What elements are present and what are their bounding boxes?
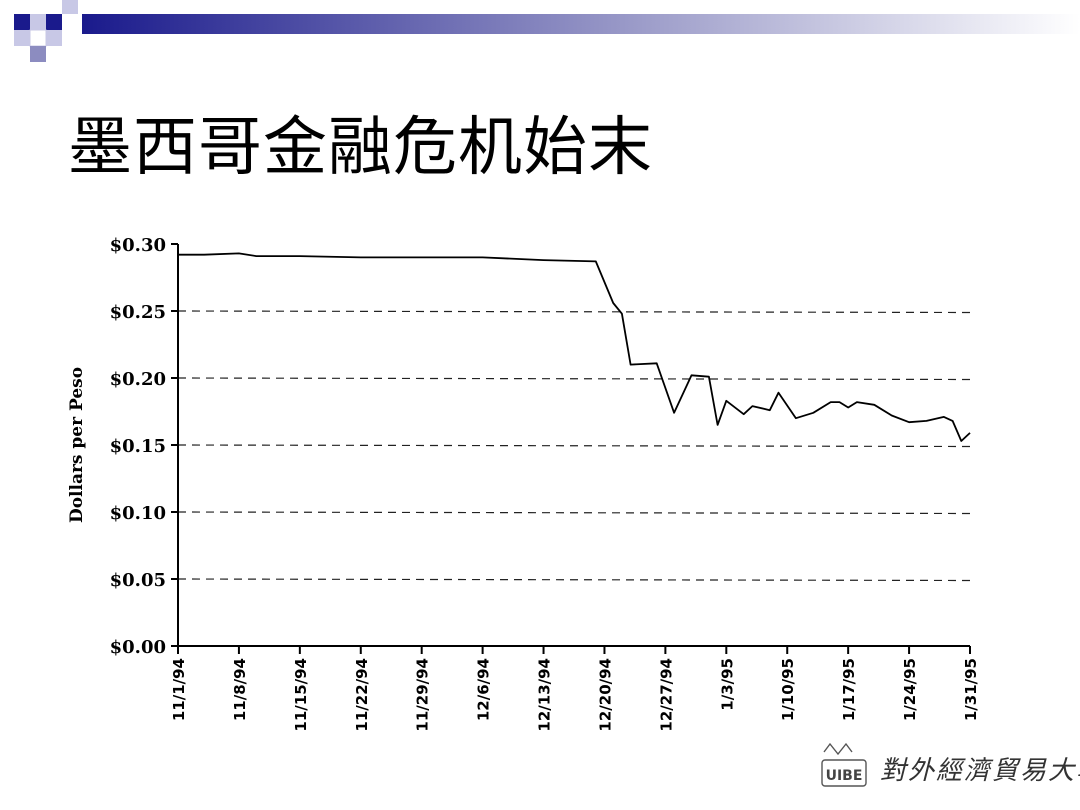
x-tick-label: 12/27/94 — [657, 658, 675, 732]
y-tick-label: $0.00 — [110, 637, 166, 658]
grid-line — [177, 578, 976, 582]
y-tick-label: $0.10 — [110, 503, 166, 524]
axes — [171, 243, 971, 654]
grid-line — [177, 310, 976, 314]
y-tick-label: $0.20 — [110, 369, 166, 390]
y-tick-labels: $0.00 $0.05 $0.10 $0.15 $0.20 $0.25 $0.30 — [110, 235, 166, 658]
y-tick-label: $0.05 — [110, 570, 166, 591]
logo-emblem-text: UIBE — [826, 768, 863, 784]
y-tick-label: $0.15 — [110, 436, 166, 457]
x-tick-label: 1/3/95 — [718, 658, 736, 711]
y-tick-label: $0.30 — [110, 235, 166, 256]
university-name: 對外經濟貿易大學 — [880, 756, 1080, 786]
series-line — [178, 252, 971, 442]
y-axis-label: Dollars per Peso — [67, 367, 87, 523]
header-decoration — [14, 0, 1080, 62]
series — [178, 252, 971, 442]
x-tick-label: 12/6/94 — [475, 658, 493, 721]
x-tick-label: 12/13/94 — [536, 658, 554, 732]
x-tick-label: 11/8/94 — [231, 658, 249, 721]
x-tick-label: 1/10/95 — [779, 658, 797, 721]
slide-title: 墨西哥金融危机始末 — [68, 111, 653, 185]
x-tick-label: 1/17/95 — [840, 658, 858, 721]
x-tick-labels: 11/1/94 11/8/94 11/15/94 11/22/94 11/29/94 12… — [170, 658, 980, 732]
x-tick-label: 11/1/94 — [170, 658, 188, 721]
x-tick-label: 12/20/94 — [596, 658, 614, 732]
x-tick-label: 1/31/95 — [962, 658, 980, 721]
grid-line — [177, 444, 976, 448]
x-tick-label: 1/24/95 — [901, 658, 919, 721]
grid-lines — [177, 310, 976, 582]
university-logo: UIBE — [821, 742, 867, 787]
x-tick-label: 11/29/94 — [414, 658, 432, 732]
y-tick-label: $0.25 — [110, 302, 166, 323]
grid-line — [177, 511, 976, 515]
x-tick-label: 11/15/94 — [292, 658, 310, 732]
grid-line — [177, 377, 976, 381]
x-tick-label: 11/22/94 — [353, 658, 371, 732]
